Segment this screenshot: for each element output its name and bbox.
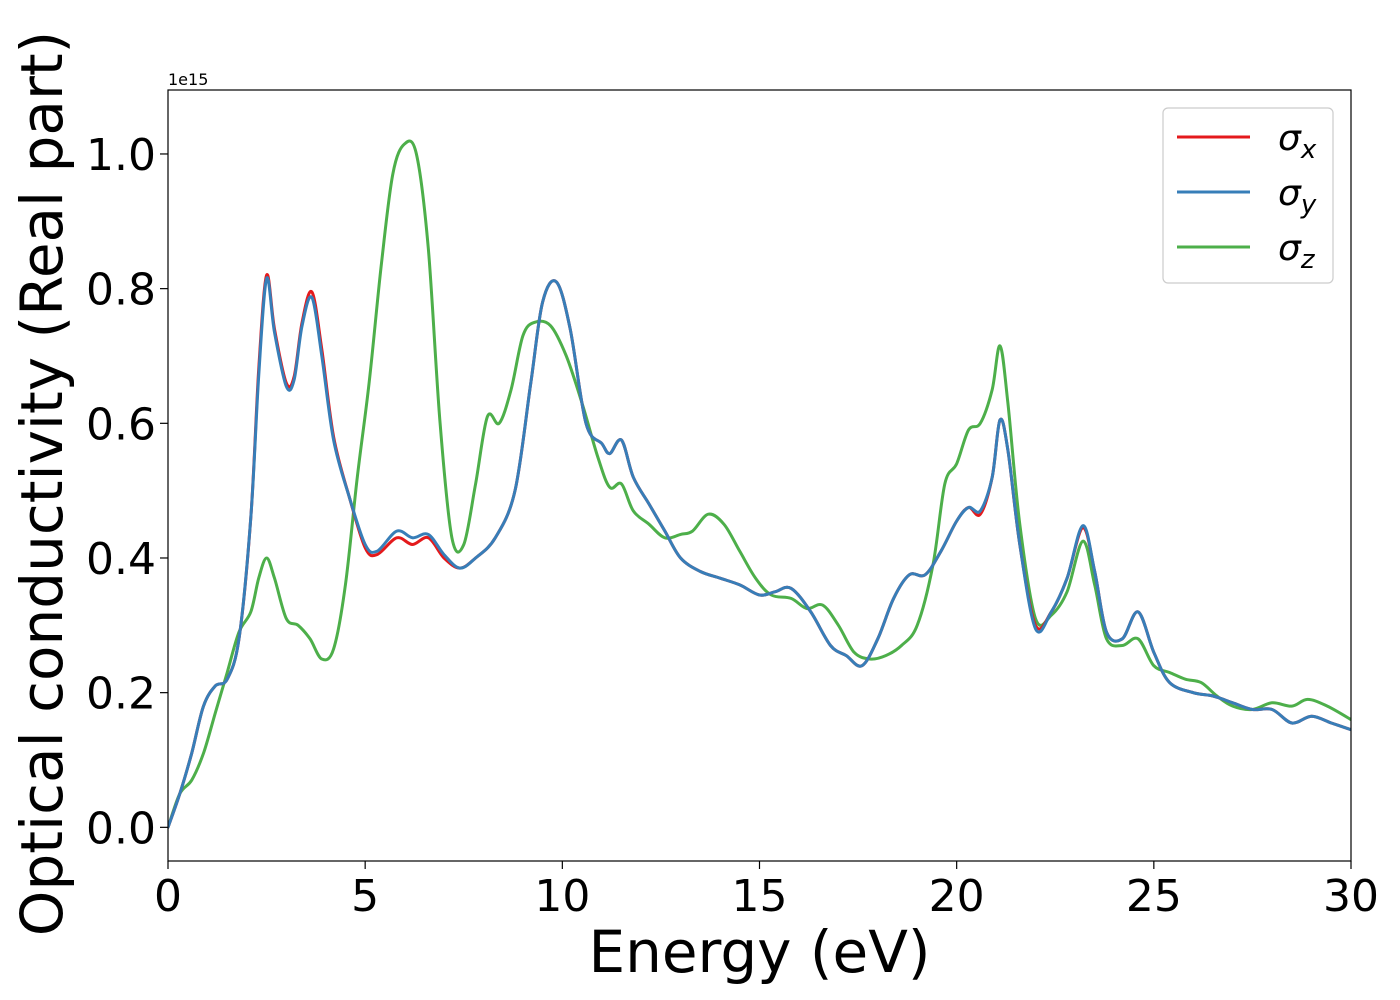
legend-box: [1162, 107, 1334, 284]
x-tick-label: 30: [1323, 871, 1379, 922]
y-tick-label: 0.2: [86, 669, 156, 720]
series-line-z: [168, 139, 1351, 829]
legend-label-x: σx: [1278, 118, 1317, 165]
legend-label-y: σy: [1278, 173, 1317, 220]
legend-label-z: σz: [1278, 228, 1316, 275]
y-axis-ticks: 0.0 0.2 0.4 0.6 0.8 1.0: [86, 130, 168, 854]
series-line-x: [168, 273, 1351, 829]
series-line-y: [168, 276, 1351, 829]
x-tick-label: 0: [154, 871, 182, 922]
x-axis-ticks: 0 5 10 15 20 25 30: [154, 861, 1379, 922]
y-tick-label: 0.0: [86, 803, 156, 854]
series-layer: [168, 139, 1351, 829]
x-axis-title: Energy (eV): [588, 918, 930, 986]
y-tick-label: 0.6: [86, 399, 156, 450]
y-tick-label: 1.0: [86, 130, 156, 181]
y-axis-title: Optical conductivity (Real part): [8, 31, 76, 936]
x-tick-label: 25: [1126, 871, 1182, 922]
legend: σx σy σz: [1162, 107, 1334, 284]
y-tick-label: 0.4: [86, 534, 156, 585]
x-tick-label: 5: [351, 871, 379, 922]
y-offset-text: 1e15: [168, 70, 208, 89]
y-tick-label: 0.8: [86, 265, 156, 316]
x-tick-label: 20: [929, 871, 985, 922]
x-tick-label: 10: [534, 871, 590, 922]
x-tick-label: 15: [732, 871, 788, 922]
